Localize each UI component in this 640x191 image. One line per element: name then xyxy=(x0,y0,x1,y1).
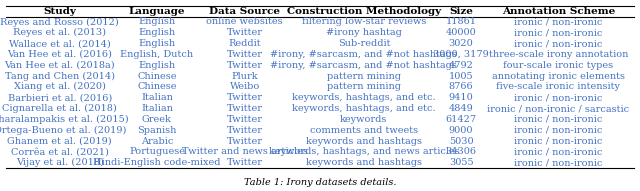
Text: Twitter: Twitter xyxy=(227,93,263,102)
Text: Twitter: Twitter xyxy=(227,137,263,146)
Text: Twitter: Twitter xyxy=(227,104,263,113)
Text: Spanish: Spanish xyxy=(137,126,177,135)
Text: 1005: 1005 xyxy=(449,72,474,81)
Text: 61427: 61427 xyxy=(445,115,477,124)
Text: five-scale ironic intensity: five-scale ironic intensity xyxy=(497,82,620,91)
Text: 11861: 11861 xyxy=(445,17,477,27)
Text: 3055: 3055 xyxy=(449,158,474,167)
Text: 8766: 8766 xyxy=(449,82,474,91)
Text: annotating ironic elements: annotating ironic elements xyxy=(492,72,625,81)
Text: Size: Size xyxy=(449,7,473,16)
Text: #irony, #sarcasm, and #not hashtags: #irony, #sarcasm, and #not hashtags xyxy=(271,50,458,59)
Text: Van Hee et al. (2018a): Van Hee et al. (2018a) xyxy=(4,61,115,70)
Text: Charalampakis et al. (2015): Charalampakis et al. (2015) xyxy=(0,115,129,124)
Text: 4849: 4849 xyxy=(449,104,474,113)
Text: ironic / non-ironic: ironic / non-ironic xyxy=(514,126,602,135)
Text: Van Hee et al. (2016): Van Hee et al. (2016) xyxy=(7,50,112,59)
Text: Xiang et al. (2020): Xiang et al. (2020) xyxy=(14,82,106,91)
Text: keywords, hashtags, and etc.: keywords, hashtags, and etc. xyxy=(292,104,436,113)
Text: Corrêa et al. (2021): Corrêa et al. (2021) xyxy=(11,147,109,156)
Text: ironic / non-ironic: ironic / non-ironic xyxy=(514,115,602,124)
Text: Cignarella et al. (2018): Cignarella et al. (2018) xyxy=(3,104,117,113)
Text: Arabic: Arabic xyxy=(141,137,173,146)
Text: #irony hashtag: #irony hashtag xyxy=(326,28,402,37)
Text: Italian: Italian xyxy=(141,93,173,102)
Text: 5030: 5030 xyxy=(449,137,474,146)
Text: Construction Methodology: Construction Methodology xyxy=(287,7,441,16)
Text: ironic / non-ironic: ironic / non-ironic xyxy=(514,137,602,146)
Text: Tang and Chen (2014): Tang and Chen (2014) xyxy=(4,71,115,81)
Text: Twitter: Twitter xyxy=(227,50,263,59)
Text: keywords: keywords xyxy=(340,115,388,124)
Text: Twitter: Twitter xyxy=(227,158,263,167)
Text: Twitter and news articles: Twitter and news articles xyxy=(182,147,308,156)
Text: Twitter: Twitter xyxy=(227,126,263,135)
Text: Reyes et al. (2013): Reyes et al. (2013) xyxy=(13,28,106,37)
Text: Plurk: Plurk xyxy=(232,72,258,81)
Text: 9000: 9000 xyxy=(449,126,474,135)
Text: keywords, hashtags, and news articles: keywords, hashtags, and news articles xyxy=(269,147,460,156)
Text: Twitter: Twitter xyxy=(227,61,263,70)
Text: three-scale irony annotation: three-scale irony annotation xyxy=(489,50,628,59)
Text: Twitter: Twitter xyxy=(227,28,263,37)
Text: Twitter: Twitter xyxy=(227,115,263,124)
Text: Data Source: Data Source xyxy=(209,7,280,16)
Text: ironic / non-ironic: ironic / non-ironic xyxy=(514,147,602,156)
Text: 34306: 34306 xyxy=(445,147,477,156)
Text: Study: Study xyxy=(44,7,76,16)
Text: keywords and hashtags: keywords and hashtags xyxy=(306,137,422,146)
Text: keywords and hashtags: keywords and hashtags xyxy=(306,158,422,167)
Text: Barbieri et al. (2016): Barbieri et al. (2016) xyxy=(8,93,112,102)
Text: Wallace et al. (2014): Wallace et al. (2014) xyxy=(9,39,111,48)
Text: Reyes and Rosso (2012): Reyes and Rosso (2012) xyxy=(1,17,119,27)
Text: 3000, 3179: 3000, 3179 xyxy=(433,50,489,59)
Text: 40000: 40000 xyxy=(445,28,477,37)
Text: ironic / non-ironic / sarcastic: ironic / non-ironic / sarcastic xyxy=(487,104,629,113)
Text: 3020: 3020 xyxy=(449,39,474,48)
Text: English: English xyxy=(138,17,175,27)
Text: Portuguese: Portuguese xyxy=(129,147,185,156)
Text: Ghanem et al. (2019): Ghanem et al. (2019) xyxy=(8,137,112,146)
Text: comments and tweets: comments and tweets xyxy=(310,126,418,135)
Text: filtering low-star reviews: filtering low-star reviews xyxy=(301,17,426,27)
Text: Vijay et al. (2018): Vijay et al. (2018) xyxy=(16,158,104,167)
Text: Sub-reddit: Sub-reddit xyxy=(338,39,390,48)
Text: ironic / non-ironic: ironic / non-ironic xyxy=(514,93,602,102)
Text: Weibo: Weibo xyxy=(230,82,260,91)
Text: Ortega-Bueno et al. (2019): Ortega-Bueno et al. (2019) xyxy=(0,126,126,135)
Text: Chinese: Chinese xyxy=(137,72,177,81)
Text: #irony, #sarcasm, and #not hashtags: #irony, #sarcasm, and #not hashtags xyxy=(271,61,458,70)
Text: Hindi-English code-mixed: Hindi-English code-mixed xyxy=(93,158,221,167)
Text: pattern mining: pattern mining xyxy=(327,82,401,91)
Text: English: English xyxy=(138,28,175,37)
Text: 9410: 9410 xyxy=(449,93,474,102)
Text: Table 1: Irony datasets details.: Table 1: Irony datasets details. xyxy=(244,178,396,187)
Text: ironic / non-ironic: ironic / non-ironic xyxy=(514,17,602,27)
Text: Italian: Italian xyxy=(141,104,173,113)
Text: Greek: Greek xyxy=(142,115,172,124)
Text: Annotation Scheme: Annotation Scheme xyxy=(502,7,615,16)
Text: online websites: online websites xyxy=(207,17,283,27)
Text: ironic / non-ironic: ironic / non-ironic xyxy=(514,39,602,48)
Text: Language: Language xyxy=(129,7,185,16)
Text: 4792: 4792 xyxy=(449,61,474,70)
Text: Chinese: Chinese xyxy=(137,82,177,91)
Text: Reddit: Reddit xyxy=(228,39,261,48)
Text: ironic / non-ironic: ironic / non-ironic xyxy=(514,28,602,37)
Text: four-scale ironic types: four-scale ironic types xyxy=(503,61,613,70)
Text: pattern mining: pattern mining xyxy=(327,72,401,81)
Text: ironic / non-ironic: ironic / non-ironic xyxy=(514,158,602,167)
Text: English: English xyxy=(138,39,175,48)
Text: English, Dutch: English, Dutch xyxy=(120,50,193,59)
Text: keywords, hashtags, and etc.: keywords, hashtags, and etc. xyxy=(292,93,436,102)
Text: English: English xyxy=(138,61,175,70)
